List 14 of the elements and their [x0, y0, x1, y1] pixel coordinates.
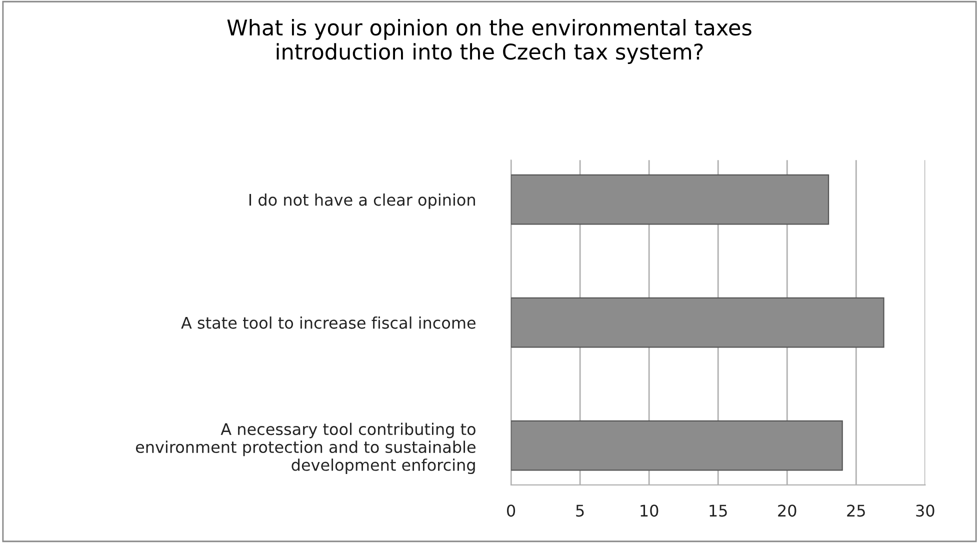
x-tick-label: 25 [847, 504, 865, 517]
x-tick-label: 20 [778, 504, 796, 517]
y-tick-label: A necessary tool contributing to environment protection and to sustainable development enforcing [136, 422, 476, 474]
x-tick-label: 15 [710, 504, 727, 517]
x-tick-label: 10 [640, 504, 658, 517]
bar [511, 420, 843, 471]
x-tick-label: 5 [576, 504, 584, 517]
y-tick-label: I do not have a clear opinion [249, 193, 475, 209]
y-tick-label: A state tool to increase fiscal income [181, 316, 476, 329]
x-tick-label: 30 [916, 504, 934, 517]
x-tick-label: 0 [507, 504, 516, 517]
bar [511, 174, 830, 225]
chart-title: What is your opinion on the environmental taxes introduction into the Czech tax system? [227, 19, 752, 64]
bar [511, 297, 884, 348]
